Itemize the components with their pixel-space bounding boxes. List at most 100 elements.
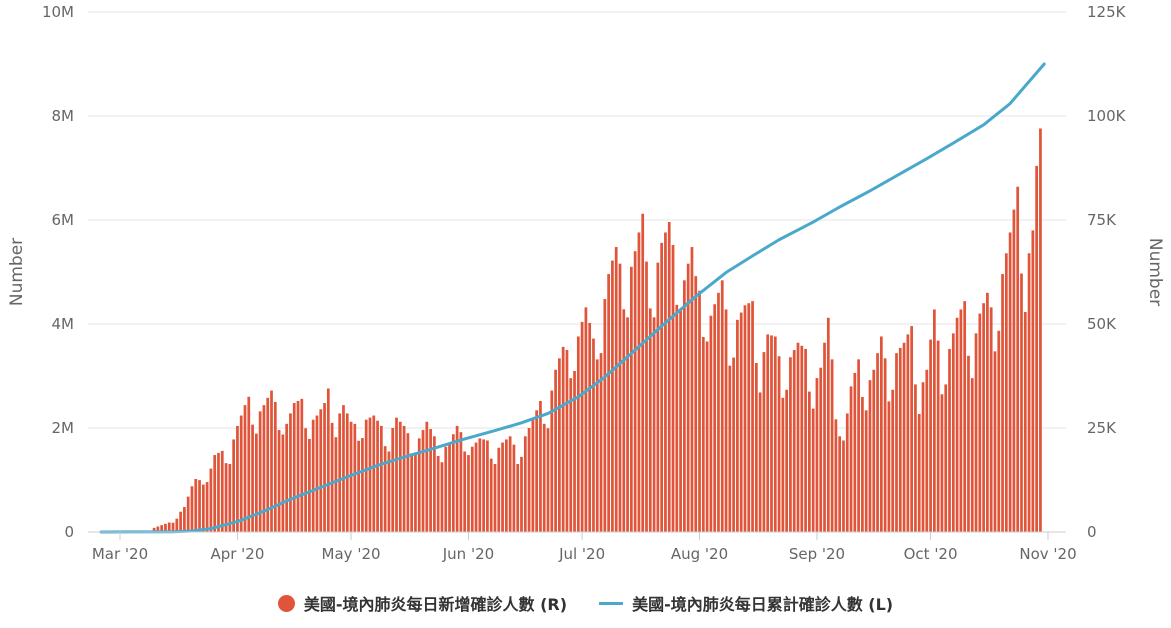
bar xyxy=(664,232,667,533)
bar xyxy=(478,438,482,532)
bar xyxy=(724,309,728,532)
x-tick-label: Jun '20 xyxy=(442,545,494,563)
bar xyxy=(895,353,898,532)
bar xyxy=(804,348,807,532)
bar xyxy=(974,333,978,532)
bar xyxy=(626,317,629,532)
bar xyxy=(898,347,902,532)
bar xyxy=(296,400,300,532)
bar xyxy=(425,421,429,532)
bar xyxy=(266,397,270,532)
bar xyxy=(603,299,607,532)
bar xyxy=(213,455,217,532)
x-tick-label: Sep '20 xyxy=(789,545,845,563)
bar xyxy=(849,386,853,532)
bar xyxy=(364,419,368,532)
bar xyxy=(747,303,751,532)
bar xyxy=(592,338,595,532)
bar xyxy=(334,437,338,532)
bar xyxy=(1031,230,1035,532)
bar xyxy=(152,527,156,532)
bar xyxy=(614,247,618,533)
legend-item-daily-new[interactable]: 美國-境內肺炎每日新增確診人數 (R) xyxy=(277,591,567,615)
bar xyxy=(395,417,398,532)
bar xyxy=(872,369,876,532)
bar xyxy=(330,422,334,532)
bar xyxy=(959,309,963,532)
bar xyxy=(1020,273,1023,532)
bar xyxy=(728,365,732,532)
bar xyxy=(554,369,557,532)
bar xyxy=(236,425,239,532)
bar xyxy=(933,309,936,532)
bar xyxy=(421,430,425,532)
bar xyxy=(864,410,868,532)
bar xyxy=(467,455,470,532)
bar xyxy=(777,356,781,532)
bar xyxy=(217,452,220,532)
bar xyxy=(342,405,345,532)
right-tick-label: 125K xyxy=(1087,3,1127,21)
legend-line-swatch xyxy=(599,601,624,605)
right-axis-ticks: 0 25K 50K 75K 100K 125K xyxy=(1087,3,1127,541)
left-tick-label: 0 xyxy=(64,523,74,541)
bar xyxy=(800,345,804,532)
bar xyxy=(857,359,860,532)
left-axis-ticks: 0 2M 4M 6M 8M 10M xyxy=(42,3,74,541)
bar xyxy=(743,305,747,532)
bar xyxy=(717,292,720,532)
bar xyxy=(963,301,967,532)
bar xyxy=(732,357,735,532)
right-tick-label: 0 xyxy=(1087,523,1097,541)
bar xyxy=(262,405,266,532)
legend-item-cumulative[interactable]: 美國-境內肺炎每日累計確診人數 (L) xyxy=(599,591,893,615)
bar xyxy=(482,439,485,532)
bar xyxy=(414,452,417,532)
left-tick-label: 2M xyxy=(52,419,75,437)
bar xyxy=(940,394,944,532)
x-tick-label: May '20 xyxy=(322,545,381,563)
bar xyxy=(368,417,372,532)
bar xyxy=(887,401,891,532)
bar xyxy=(607,274,610,532)
bar xyxy=(645,261,648,532)
right-tick-label: 50K xyxy=(1087,315,1117,333)
bar xyxy=(1012,209,1016,532)
bar xyxy=(1023,311,1027,532)
bar xyxy=(690,247,694,533)
bar xyxy=(921,382,925,532)
bar xyxy=(277,430,281,532)
bar xyxy=(251,424,254,532)
bar xyxy=(633,251,637,532)
bar xyxy=(311,419,315,532)
bar xyxy=(190,486,194,532)
x-axis-ticks: Mar '20 Apr '20 May '20 Jun '20 Jul '20 Aug '… xyxy=(92,532,1077,563)
bar xyxy=(448,442,451,532)
bar xyxy=(167,522,171,532)
bar xyxy=(982,303,985,532)
bar xyxy=(558,358,561,532)
bar xyxy=(622,309,626,532)
bar xyxy=(868,380,872,532)
bar xyxy=(463,451,467,532)
bar xyxy=(652,317,656,532)
bar xyxy=(891,389,895,532)
bar xyxy=(474,442,478,532)
bar xyxy=(656,262,660,532)
bar xyxy=(171,522,175,532)
bar xyxy=(929,339,932,532)
bar xyxy=(273,402,277,532)
bar xyxy=(243,405,247,532)
bar xyxy=(550,390,554,532)
bar xyxy=(785,389,789,532)
bar xyxy=(641,213,645,532)
bar xyxy=(520,456,523,532)
bar xyxy=(247,396,251,532)
bar xyxy=(811,408,815,532)
bar xyxy=(826,317,830,532)
bar xyxy=(569,378,573,532)
bar xyxy=(770,335,773,532)
bar xyxy=(255,433,258,532)
legend: 美國-境內肺炎每日新增確診人數 (R) 美國-境內肺炎每日累計確診人數 (L) xyxy=(0,588,1171,618)
